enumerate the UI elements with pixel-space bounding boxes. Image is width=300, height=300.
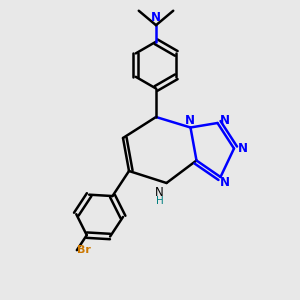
Text: N: N	[220, 114, 230, 127]
Text: Br: Br	[77, 245, 91, 255]
Text: H: H	[156, 196, 164, 206]
Text: N: N	[220, 176, 230, 189]
Text: N: N	[237, 142, 248, 155]
Text: N: N	[185, 114, 195, 128]
Text: N: N	[154, 186, 164, 199]
Text: N: N	[151, 11, 161, 24]
